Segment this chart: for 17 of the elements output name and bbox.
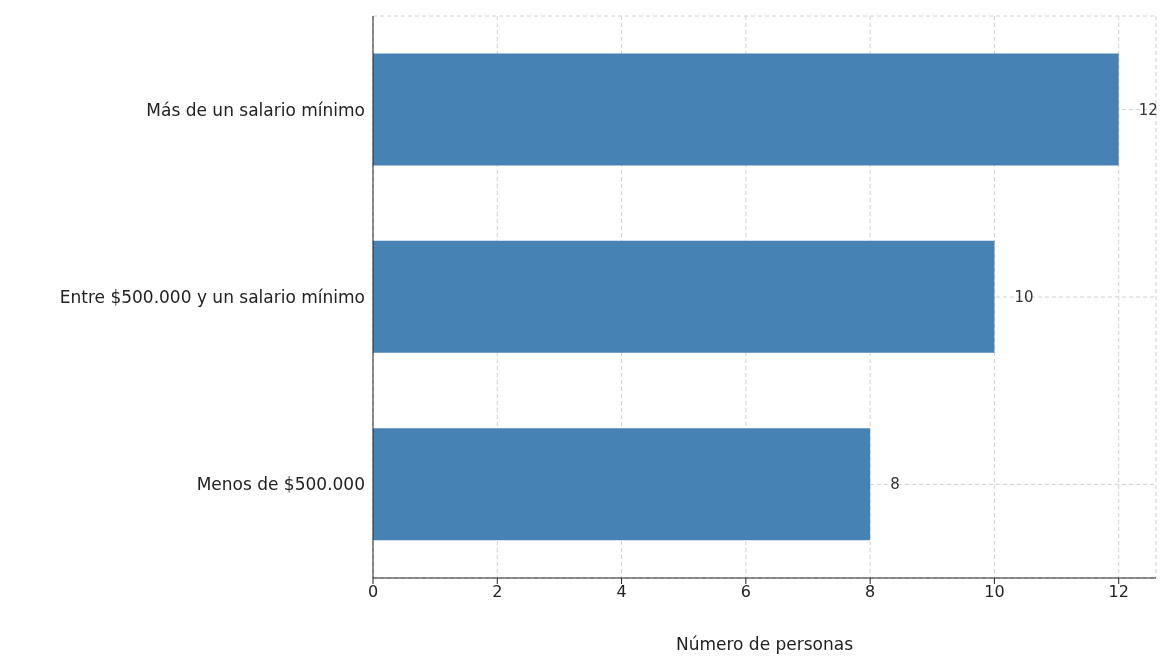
- y-tick-label: Más de un salario mínimo: [146, 99, 365, 120]
- x-tick-label: 2: [492, 582, 503, 602]
- x-axis-title: Número de personas: [675, 634, 854, 654]
- y-tick-label: Menos de $500.000: [196, 474, 365, 495]
- x-tick-label: 8: [865, 582, 876, 602]
- bar: [373, 428, 871, 541]
- x-tick-label: 10: [984, 582, 1005, 602]
- data-label: 10: [1014, 288, 1034, 307]
- data-label: 8: [890, 475, 900, 494]
- x-tick-label: 6: [740, 582, 751, 602]
- y-tick-label: Entre $500.000 y un salario mínimo: [59, 287, 365, 308]
- bar: [373, 240, 995, 353]
- x-tick-label: 12: [1108, 582, 1129, 602]
- x-tick-label: 4: [616, 582, 627, 602]
- bar: [373, 53, 1119, 166]
- x-tick-label: 0: [367, 582, 379, 602]
- data-label: 12: [1138, 100, 1158, 119]
